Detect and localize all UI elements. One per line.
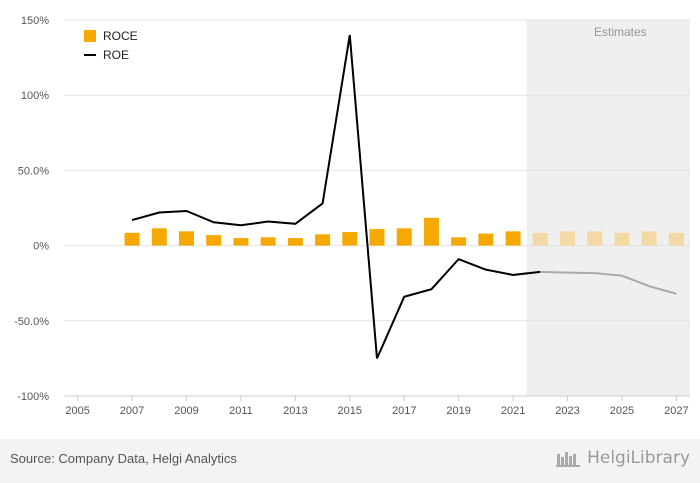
- x-tick-label: 2023: [555, 405, 579, 417]
- footer: Source: Company Data, Helgi Analytics He…: [0, 439, 700, 483]
- library-icon: [556, 452, 581, 467]
- roce-bar: [587, 231, 603, 246]
- roce-bar: [260, 237, 276, 246]
- roce-bar: [505, 231, 521, 246]
- x-tick-label: 2005: [65, 405, 89, 417]
- brand-logo: HelgiLibrary: [556, 448, 690, 468]
- y-tick-label: 150%: [21, 15, 49, 27]
- legend: ROCE ROE: [84, 29, 138, 62]
- y-tick-label: -50.0%: [14, 316, 49, 328]
- roce-bar: [668, 232, 684, 246]
- y-tick-label: 0%: [33, 241, 49, 253]
- x-tick-label: 2015: [338, 405, 362, 417]
- x-tick-label: 2027: [664, 405, 688, 417]
- x-tick-label: 2017: [392, 405, 416, 417]
- estimates-label: Estimates: [594, 25, 647, 39]
- roce-bar: [151, 228, 167, 246]
- brand-name: HelgiLibrary: [587, 448, 690, 468]
- roce-bar: [369, 229, 385, 246]
- x-tick-label: 2011: [229, 405, 253, 417]
- x-tick-label: 2021: [501, 405, 525, 417]
- roce-bar: [206, 235, 222, 246]
- roce-bar: [423, 217, 439, 246]
- roce-bar: [614, 232, 630, 246]
- legend-label-roe: ROE: [103, 48, 129, 62]
- x-tick-label: 2019: [446, 405, 470, 417]
- x-tick-label: 2025: [610, 405, 634, 417]
- legend-label-roce: ROCE: [103, 29, 138, 43]
- roce-bar: [315, 234, 331, 246]
- chart: Estimates 150% 100% 50.0% 0% -50.0% -100% 2005 2…: [14, 15, 690, 417]
- y-tick-label: -100%: [17, 391, 49, 403]
- roce-bar: [178, 231, 194, 246]
- roce-bar: [342, 232, 358, 246]
- x-tick-label: 2007: [120, 405, 144, 417]
- y-tick-label: 50.0%: [18, 165, 49, 177]
- roce-bar: [478, 233, 494, 246]
- roce-bar: [233, 238, 249, 246]
- x-tick-label: 2013: [283, 405, 307, 417]
- estimates-region: [526, 20, 690, 396]
- roe-line-estimate: [540, 270, 677, 295]
- roce-bar: [451, 237, 467, 246]
- roce-bar: [560, 231, 576, 246]
- roe-line: [131, 34, 541, 359]
- roce-bar: [396, 228, 412, 246]
- roce-bar: [532, 232, 548, 246]
- roce-bar: [641, 231, 657, 246]
- y-tick-label: 100%: [21, 90, 49, 102]
- source-note: Source: Company Data, Helgi Analytics: [10, 451, 237, 466]
- roce-bar: [287, 238, 303, 246]
- roce-bar: [124, 232, 140, 246]
- legend-swatch-roce: [84, 30, 96, 42]
- x-tick-label: 2009: [174, 405, 198, 417]
